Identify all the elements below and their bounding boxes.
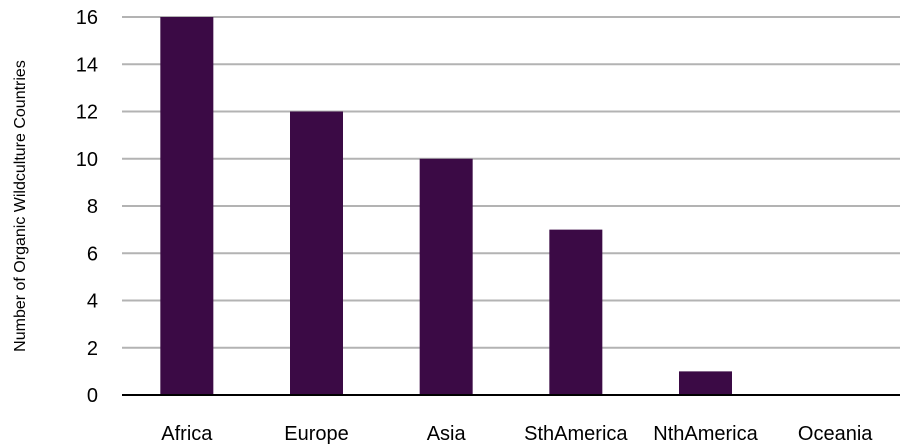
bar-nthamerica [679, 371, 732, 395]
x-category-label: NthAmerica [653, 423, 758, 445]
bars [160, 17, 732, 395]
y-tick-label: 4 [87, 291, 98, 313]
y-tick-label: 14 [76, 54, 98, 76]
x-category-label: SthAmerica [524, 423, 628, 445]
y-tick-label: 0 [87, 385, 98, 407]
y-tick-label: 16 [76, 7, 98, 29]
y-tick-label: 2 [87, 338, 98, 360]
bar-sthamerica [549, 229, 603, 395]
bar-asia [419, 158, 473, 395]
x-category-label: Asia [427, 423, 467, 445]
x-category-label: Africa [161, 423, 213, 445]
y-tick-labels: 0 2 4 6 8 10 12 14 16 [76, 7, 98, 407]
y-tick-label: 8 [87, 196, 98, 218]
gridlines [122, 16, 900, 349]
x-category-label: Oceania [798, 423, 873, 445]
bar-africa [160, 17, 214, 395]
bar-europe [290, 111, 343, 395]
y-axis-title: Number of Organic Wildculture Countries [12, 60, 29, 352]
y-tick-label: 10 [76, 149, 98, 171]
x-category-label: Europe [284, 423, 349, 445]
y-tick-label: 6 [87, 243, 98, 265]
x-category-labels: Africa Europe Asia SthAmerica NthAmerica Ocea… [161, 423, 873, 445]
y-tick-label: 12 [76, 102, 98, 124]
